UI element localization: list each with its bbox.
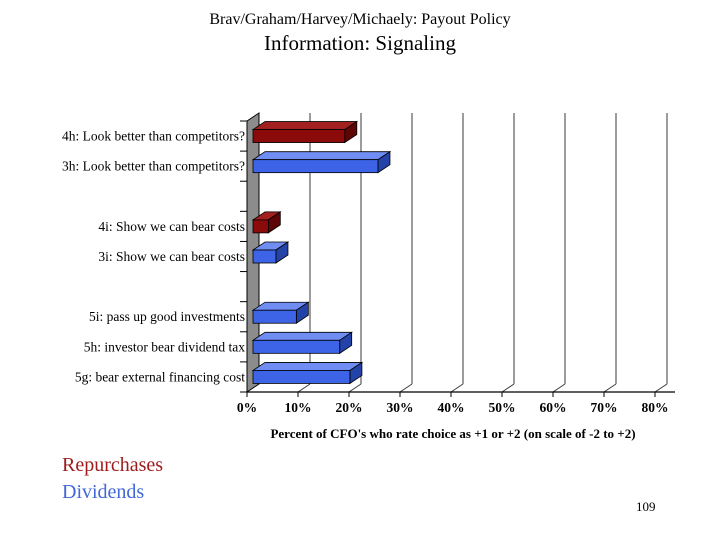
x-tick-label: 40% — [438, 400, 465, 415]
bar-top-face — [251, 151, 392, 161]
gridline-floor-jog — [297, 383, 311, 393]
gridline-floor-jog — [603, 383, 617, 393]
chart-legend: Repurchases Dividends — [62, 452, 163, 506]
gridline-floor-jog — [450, 383, 464, 393]
category-label: 5h: investor bear dividend tax — [84, 339, 245, 354]
bar-top-face — [251, 362, 364, 371]
gridline-floor-jog — [348, 383, 362, 393]
bar — [252, 309, 297, 324]
x-axis-title: Percent of CFO's who rate choice as +1 o… — [270, 426, 635, 441]
category-label: 5i: pass up good investments — [89, 309, 245, 324]
x-tick-label: 80% — [642, 400, 669, 415]
title-line-1: Brav/Graham/Harvey/Michaely: Payout Poli… — [209, 11, 511, 28]
bar-top-face — [251, 331, 354, 341]
bar-top-face — [251, 121, 359, 130]
bar — [252, 159, 379, 174]
x-tick-label: 70% — [591, 400, 618, 415]
category-label: 3h: Look better than competitors? — [62, 159, 245, 174]
bar — [252, 129, 346, 143]
x-tick-label: 20% — [336, 400, 363, 415]
x-tick-label: 10% — [285, 400, 312, 415]
x-tick-label: 30% — [387, 400, 414, 415]
title-line-2: Information: Signaling — [264, 31, 456, 55]
bar — [252, 219, 269, 234]
gridline-floor-jog — [501, 383, 515, 393]
page-number: 109 — [636, 499, 656, 514]
gridline-floor-jog — [399, 383, 413, 393]
legend-item-dividends: Dividends — [62, 481, 145, 503]
category-label: 3i: Show we can bear costs — [98, 249, 245, 264]
x-tick-label: 60% — [540, 400, 567, 415]
bar — [252, 249, 277, 264]
bar — [252, 339, 341, 354]
category-label: 5g: bear external financing cost — [75, 369, 245, 384]
page-title: Brav/Graham/Harvey/Michaely: Payout Poli… — [0, 10, 720, 56]
gridline-floor-jog — [654, 383, 668, 393]
x-tick-label: 0% — [237, 400, 257, 415]
legend-item-repurchases: Repurchases — [62, 454, 164, 476]
bar — [252, 370, 351, 384]
category-label: 4h: Look better than competitors? — [62, 129, 245, 144]
category-label: 4i: Show we can bear costs — [98, 219, 245, 234]
gridline-floor-jog — [552, 383, 566, 393]
x-tick-label: 50% — [489, 400, 516, 415]
